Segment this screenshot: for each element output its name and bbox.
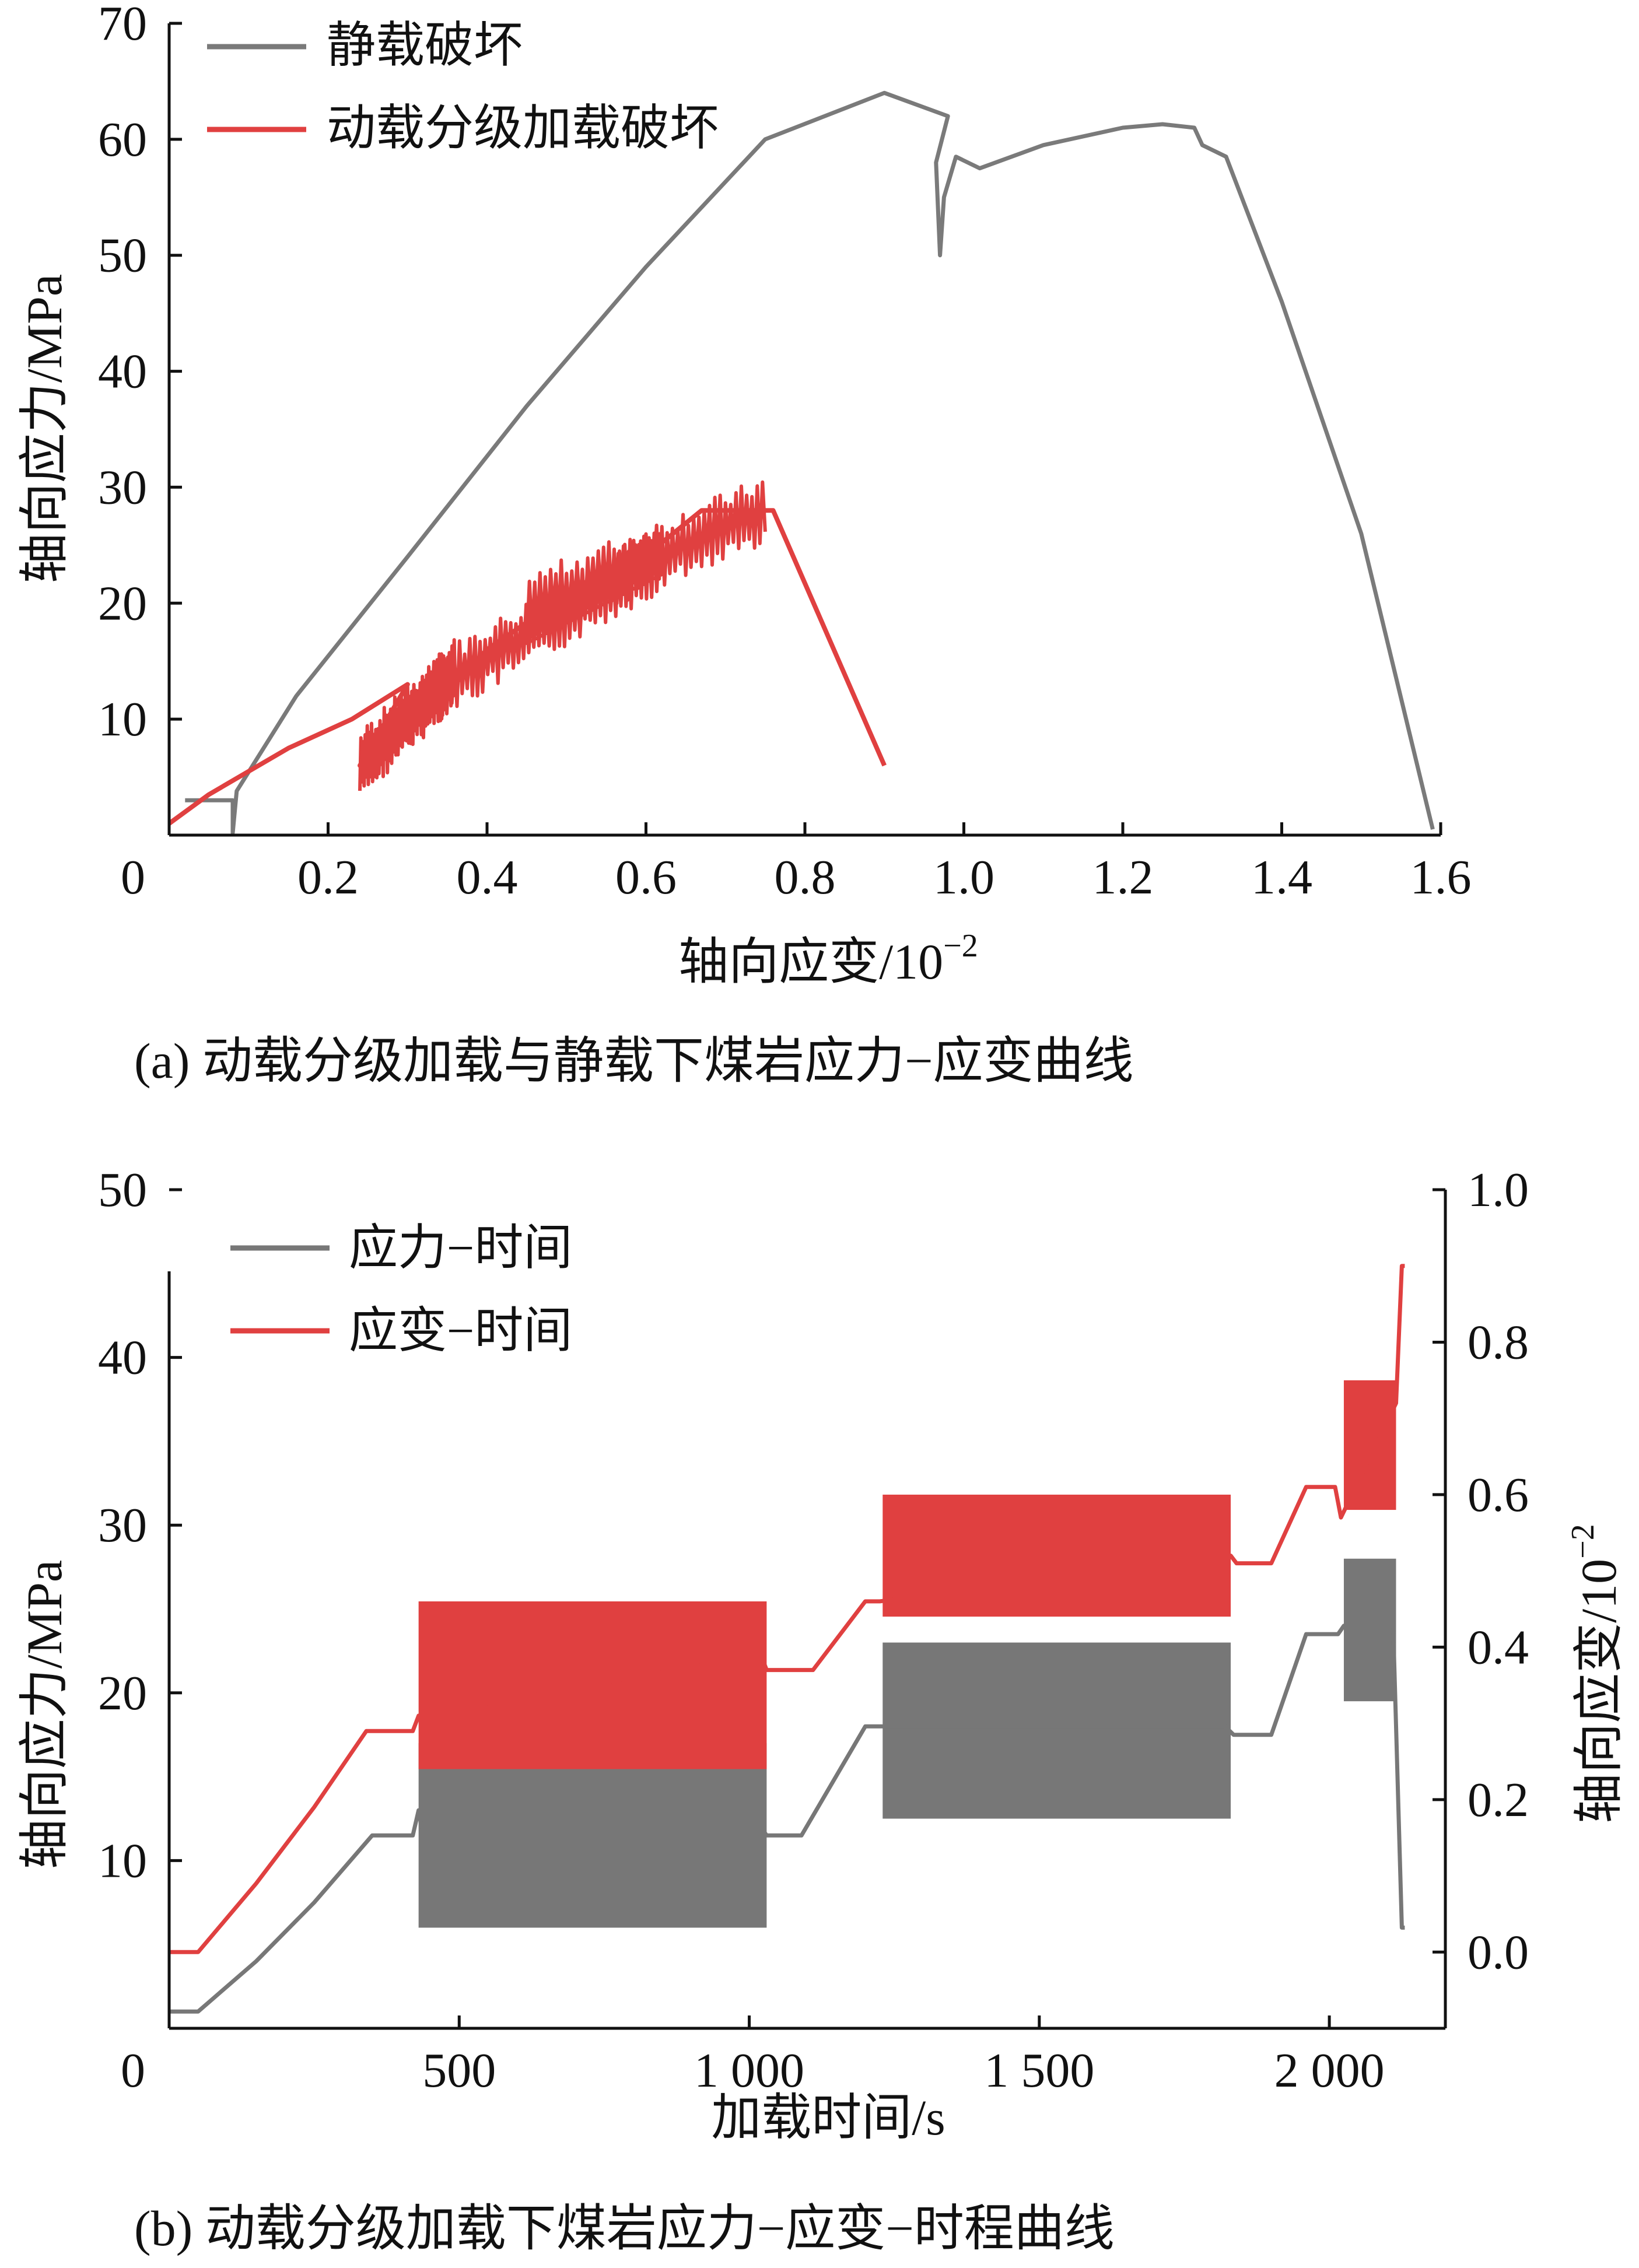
right-y-tick-label: 1.0 xyxy=(1468,1163,1529,1217)
legend-label-static: 静载破坏 xyxy=(327,19,523,73)
right-y-tick-label: 0.6 xyxy=(1468,1468,1529,1522)
right-y-tick-label: 0.4 xyxy=(1468,1620,1529,1674)
x-tick-label: 1.4 xyxy=(1251,850,1312,905)
x-tick-label: 1.0 xyxy=(933,850,994,905)
stress-cyclic-band-0 xyxy=(418,1743,767,1928)
x-tick-label: 1.2 xyxy=(1092,850,1154,905)
panel-a-legend: 静载破坏 动载分级加载破坏 xyxy=(207,19,719,156)
panel-b-x-axis-label: 加载时间/s xyxy=(711,2090,945,2146)
panel-b-legend: 应力−时间 应变−时间 xyxy=(230,1221,572,1358)
x-tick-label: 1 000 xyxy=(694,2043,804,2098)
panel-b-data-marks xyxy=(169,1264,1405,2014)
strain-cyclic-band-2 xyxy=(1343,1380,1396,1510)
left-y-tick-label: 50 xyxy=(98,1163,147,1217)
x-tick-label: 1.6 xyxy=(1410,850,1472,905)
y-tick-label: 10 xyxy=(98,692,147,746)
left-y-tick-label: 20 xyxy=(98,1666,147,1720)
right-y-tick-label: 0.0 xyxy=(1468,1925,1529,1979)
panel-b-left-y-axis-label: 轴向应力/MPa xyxy=(16,1560,72,1869)
y-tick-label: 20 xyxy=(98,576,147,630)
left-y-tick-label: 10 xyxy=(98,1834,147,1888)
y-tick-label: 60 xyxy=(98,113,147,167)
left-y-tick-label: 40 xyxy=(98,1331,147,1385)
series-line-stress-time xyxy=(169,1624,1405,2014)
x-tick-label: 2 000 xyxy=(1274,2043,1385,2098)
x-tick-label: 0.4 xyxy=(457,850,518,905)
legend-label-strain-time: 应变−时间 xyxy=(349,1304,572,1358)
panel-a-x-axis-label: 轴向应变/10−2 xyxy=(678,928,978,990)
panel-b-ticks: 0 500 1 000 1 500 2 000 10 20 30 40 50 0.0 0.2 0.4 0.… xyxy=(98,1163,1529,2098)
panel-a-chart: 0 0.2 0.4 0.6 0.8 1.0 1.2 1.4 1.610203040506070 … xyxy=(16,0,1472,1089)
strain-cyclic-band-1 xyxy=(882,1494,1231,1617)
panel-b-chart: 0 500 1 000 1 500 2 000 10 20 30 40 50 0.0 0.2 0.4 0.… xyxy=(16,1163,1627,2256)
x-tick-label: 0 xyxy=(121,850,145,905)
series-oscillation-dynamic xyxy=(358,480,767,791)
right-y-tick-label: 0.2 xyxy=(1468,1773,1529,1827)
x-tick-label: 1 500 xyxy=(984,2043,1094,2098)
panel-a-caption: (a) 动载分级加载与静载下煤岩应力−应变曲线 xyxy=(134,1033,1133,1089)
y-tick-label: 40 xyxy=(98,345,147,399)
x-tick-label: 0.6 xyxy=(615,850,677,905)
panel-a-ticks: 0 0.2 0.4 0.6 0.8 1.0 1.2 1.4 1.6 10 20 30 40 50 60 70 xyxy=(98,0,1472,905)
left-y-tick-label: 30 xyxy=(98,1498,147,1552)
legend-label-dynamic: 动载分级加载破坏 xyxy=(327,101,719,156)
stress-cyclic-band-1 xyxy=(882,1642,1231,1819)
y-tick-label: 30 xyxy=(98,460,147,514)
panel-a-data-marks xyxy=(167,90,1435,835)
y-tick-label: 70 xyxy=(98,0,147,51)
series-line-dynamic xyxy=(167,508,887,826)
legend-label-stress-time: 应力−时间 xyxy=(349,1221,572,1275)
x-tick-label: 500 xyxy=(422,2043,496,2098)
x-tick-label: 0.2 xyxy=(297,850,359,905)
stress-cyclic-band-2 xyxy=(1343,1558,1396,1702)
x-tick-label: 0.8 xyxy=(775,850,836,905)
panel-b-caption: (b) 动载分级加载下煤岩应力−应变−时程曲线 xyxy=(134,2200,1115,2256)
series-line-static xyxy=(185,90,1435,835)
y-tick-label: 50 xyxy=(98,229,147,283)
right-y-tick-label: 0.8 xyxy=(1468,1315,1529,1369)
panel-b-right-y-axis-label: 轴向应变/10−2 xyxy=(1565,1524,1627,1824)
x-tick-label: 0 xyxy=(121,2043,145,2098)
series-line-strain-time xyxy=(169,1264,1405,1954)
panel-a-y-axis-label: 轴向应力/MPa xyxy=(16,274,72,583)
